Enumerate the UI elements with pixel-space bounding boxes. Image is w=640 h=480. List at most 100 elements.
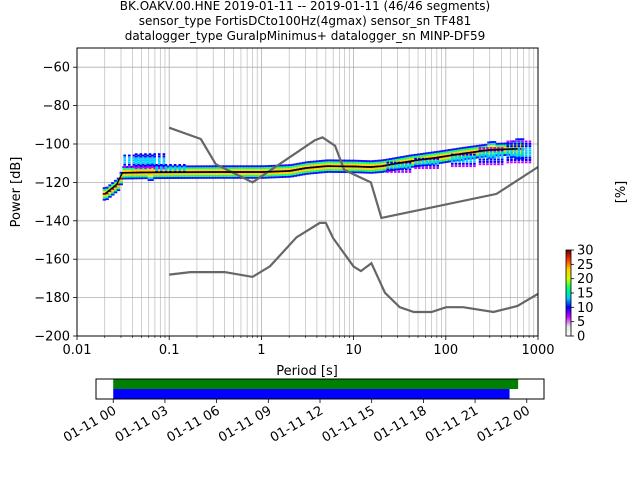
psd-cell (132, 156, 136, 159)
psd-cell (159, 168, 163, 171)
psd-cell (344, 159, 348, 162)
psd-cell (226, 165, 230, 168)
psd-cell (285, 168, 289, 171)
colorbar-tick-label: 15 (577, 287, 594, 302)
psd-cell (490, 150, 494, 153)
psd-cell (141, 175, 146, 178)
psd-cell (459, 151, 463, 154)
psd-cell (513, 158, 517, 161)
psd-cell (517, 147, 521, 150)
psd-cell (172, 177, 177, 179)
psd-cell (293, 163, 297, 166)
psd-cell (476, 148, 480, 151)
psd-cell (170, 167, 174, 170)
psd-cell (148, 167, 152, 170)
psd-cell (360, 161, 365, 164)
psd-cell (497, 156, 500, 159)
psd-cell (366, 164, 370, 166)
psd-cell (400, 156, 404, 159)
psd-cell (276, 166, 281, 169)
psd-cell (432, 167, 436, 170)
psd-cell (439, 157, 443, 160)
psd-cell (229, 174, 233, 177)
psd-cell (497, 147, 500, 150)
psd-cell (506, 152, 510, 155)
psd-cell (487, 154, 491, 157)
psd-cell (150, 167, 154, 170)
psd-cell (465, 158, 469, 161)
psd-cell (240, 174, 244, 177)
psd-cell (335, 171, 340, 173)
psd-cell (445, 157, 449, 160)
psd-cell (132, 154, 136, 157)
psd-cell (352, 159, 356, 162)
psd-cell (178, 168, 182, 171)
psd-cell (403, 155, 407, 158)
psd-cell (436, 150, 441, 153)
psd-cell (445, 160, 449, 163)
psd-cell (500, 147, 504, 150)
psd-cell (517, 152, 521, 155)
psd-cell (493, 153, 497, 156)
psd-cell (422, 164, 427, 167)
psd-cell (212, 172, 216, 175)
psd-cell (528, 142, 532, 145)
psd-cell (352, 169, 356, 172)
psd-cell (478, 151, 482, 154)
psd-cell (493, 149, 497, 152)
psd-cell (453, 150, 457, 153)
psd-cell (506, 145, 510, 148)
psd-cell (183, 166, 186, 169)
psd-cell (148, 153, 152, 156)
psd-cell (162, 164, 166, 167)
psd-cell (136, 173, 140, 176)
psd-cell (442, 151, 446, 154)
psd-cell (310, 164, 314, 167)
psd-cell (123, 161, 126, 164)
psd-cell (128, 154, 131, 157)
psd-cell (512, 144, 516, 147)
psd-cell (517, 149, 521, 152)
psd-cell (498, 150, 502, 153)
psd-cell (254, 174, 258, 177)
psd-cell (175, 176, 180, 179)
psd-cell (271, 176, 275, 179)
psd-cell (400, 158, 404, 160)
colorbar-tick-label: 0 (577, 330, 585, 345)
psd-cell (240, 167, 244, 170)
psd-cell (497, 163, 500, 166)
psd-cell (273, 174, 278, 177)
psd-cell (436, 154, 441, 157)
psd-cell (391, 169, 396, 171)
psd-cell (307, 168, 312, 171)
psd-cell (231, 167, 236, 170)
psd-cell (374, 171, 379, 174)
psd-cell (493, 151, 497, 154)
psd-cell (133, 175, 137, 178)
psd-cell (130, 167, 135, 170)
psd-cell (366, 162, 370, 165)
psd-cell (377, 169, 382, 172)
psd-cell (240, 172, 244, 175)
psd-cell (432, 164, 436, 167)
psd-cell (134, 160, 138, 163)
psd-cell (447, 158, 452, 161)
psd-cell (473, 160, 476, 163)
psd-cell (290, 171, 295, 174)
psd-cell (352, 171, 356, 174)
psd-cell (447, 150, 452, 153)
y-tick-label: −100 (34, 138, 70, 153)
psd-cell (517, 154, 521, 157)
psd-cell (276, 168, 281, 171)
psd-cell (390, 166, 393, 169)
psd-cell (344, 161, 348, 164)
psd-cell (136, 175, 140, 178)
psd-cell (493, 160, 497, 163)
psd-cell (301, 169, 306, 172)
psd-cell (330, 159, 334, 162)
psd-cell (240, 169, 244, 172)
psd-cell (513, 154, 517, 157)
psd-cell (528, 156, 532, 159)
psd-cell (134, 164, 138, 167)
